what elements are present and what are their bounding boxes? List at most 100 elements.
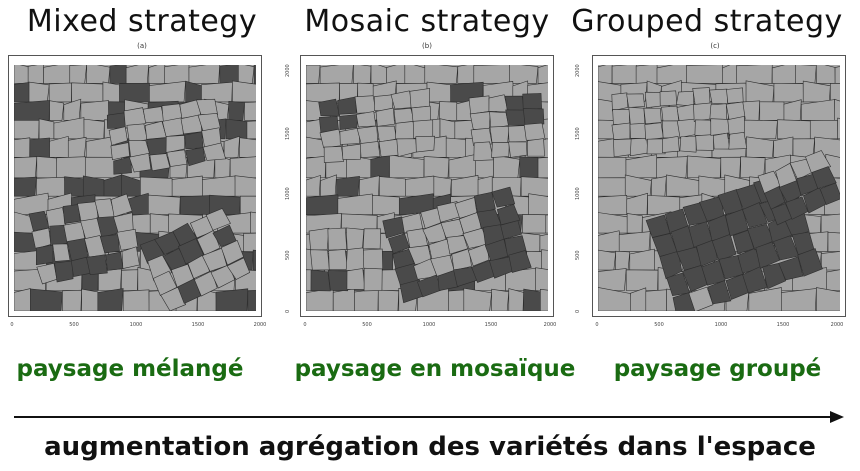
field-parcel	[337, 96, 357, 115]
field-parcel	[197, 112, 221, 134]
field-parcel	[545, 214, 548, 234]
field-parcel	[102, 81, 120, 103]
field-parcel	[306, 155, 327, 179]
field-parcel	[223, 135, 241, 158]
field-parcel	[378, 138, 400, 157]
x-tick: 0	[303, 322, 307, 328]
field-parcel	[628, 106, 646, 126]
field-parcel	[446, 235, 469, 255]
field-parcel	[14, 82, 31, 103]
field-parcel	[439, 118, 456, 140]
field-parcel	[62, 204, 81, 224]
field-parcel	[49, 135, 70, 158]
x-tick: 1500	[191, 322, 205, 328]
field-parcel	[67, 136, 87, 158]
field-parcel	[319, 128, 343, 149]
field-parcel	[356, 125, 379, 145]
field-parcel	[473, 191, 496, 215]
field-parcel	[496, 203, 521, 226]
field-parcel	[666, 174, 701, 197]
field-parcel	[624, 174, 652, 197]
field-parcel	[722, 65, 738, 84]
field-parcel	[318, 98, 341, 117]
field-parcel	[630, 287, 648, 311]
aggregation-label: augmentation agrégation des variétés dan…	[44, 432, 816, 462]
field-parcel	[675, 90, 695, 107]
field-parcel	[27, 65, 44, 84]
field-parcel	[759, 101, 786, 121]
field-parcel	[306, 174, 321, 197]
field-parcel	[404, 65, 427, 84]
field-parcel	[473, 141, 494, 162]
field-parcel	[626, 213, 643, 234]
field-parcel	[778, 256, 804, 281]
field-parcel	[148, 65, 167, 84]
field-parcel	[370, 154, 390, 179]
field-parcel	[541, 249, 548, 271]
field-parcel	[625, 154, 659, 179]
panel-mixed: Mixed strategy (a) 0 500 1000 1500 2000	[2, 0, 282, 345]
field-parcel	[86, 254, 108, 276]
field-parcel	[405, 175, 435, 197]
field-parcel	[598, 194, 628, 215]
field-parcel	[493, 154, 521, 179]
field-parcel	[196, 230, 221, 256]
field-parcel	[651, 176, 667, 197]
field-parcel	[816, 65, 836, 84]
field-parcel	[239, 137, 256, 158]
field-parcel	[123, 107, 147, 129]
field-parcel	[354, 288, 379, 311]
field-parcel	[659, 250, 683, 280]
field-parcel	[162, 117, 184, 137]
field-parcel	[687, 155, 722, 179]
field-parcel	[509, 65, 539, 84]
field-parcel	[252, 249, 256, 271]
field-parcel	[319, 65, 354, 84]
field-parcel	[377, 289, 400, 311]
panel-sublabel: (b)	[422, 42, 432, 50]
field-parcel	[415, 135, 435, 153]
field-parcel	[644, 91, 662, 108]
field-parcel	[540, 288, 548, 311]
field-parcel	[202, 175, 237, 197]
field-parcel	[686, 65, 724, 84]
field-parcel	[437, 269, 459, 291]
field-parcel	[35, 244, 54, 266]
x-tick: 500	[654, 322, 664, 328]
field-parcel	[522, 93, 542, 110]
caption-mixed: paysage mélangé	[16, 356, 244, 382]
landscape-map	[598, 65, 840, 311]
field-parcel	[36, 156, 58, 179]
field-parcel	[320, 174, 337, 197]
field-parcel	[598, 249, 616, 271]
field-parcel	[121, 246, 140, 269]
field-parcel	[375, 107, 395, 127]
field-parcel	[448, 154, 477, 179]
field-parcel	[48, 82, 72, 103]
field-parcel	[827, 231, 840, 252]
field-parcel	[372, 194, 402, 215]
field-parcel	[122, 289, 150, 311]
y-tick: 1500	[285, 127, 291, 140]
field-parcel	[783, 99, 802, 121]
x-tick: 500	[69, 322, 79, 328]
landscape-map	[14, 65, 256, 311]
x-tick: 1000	[129, 322, 143, 328]
field-parcel	[539, 233, 548, 252]
field-parcel	[108, 126, 128, 146]
field-parcel	[797, 248, 823, 277]
field-parcel	[693, 102, 713, 122]
field-parcel	[148, 194, 181, 215]
y-tick: 1000	[285, 187, 291, 200]
field-parcel	[445, 137, 468, 158]
field-parcel	[14, 156, 38, 179]
field-parcel	[819, 182, 840, 206]
field-parcel	[457, 65, 476, 84]
field-parcel	[737, 247, 763, 274]
field-parcel	[239, 195, 256, 215]
field-parcel	[644, 122, 664, 141]
field-parcel	[676, 118, 697, 138]
field-parcel	[488, 94, 509, 112]
field-parcel	[142, 106, 165, 124]
field-parcel	[611, 65, 639, 84]
